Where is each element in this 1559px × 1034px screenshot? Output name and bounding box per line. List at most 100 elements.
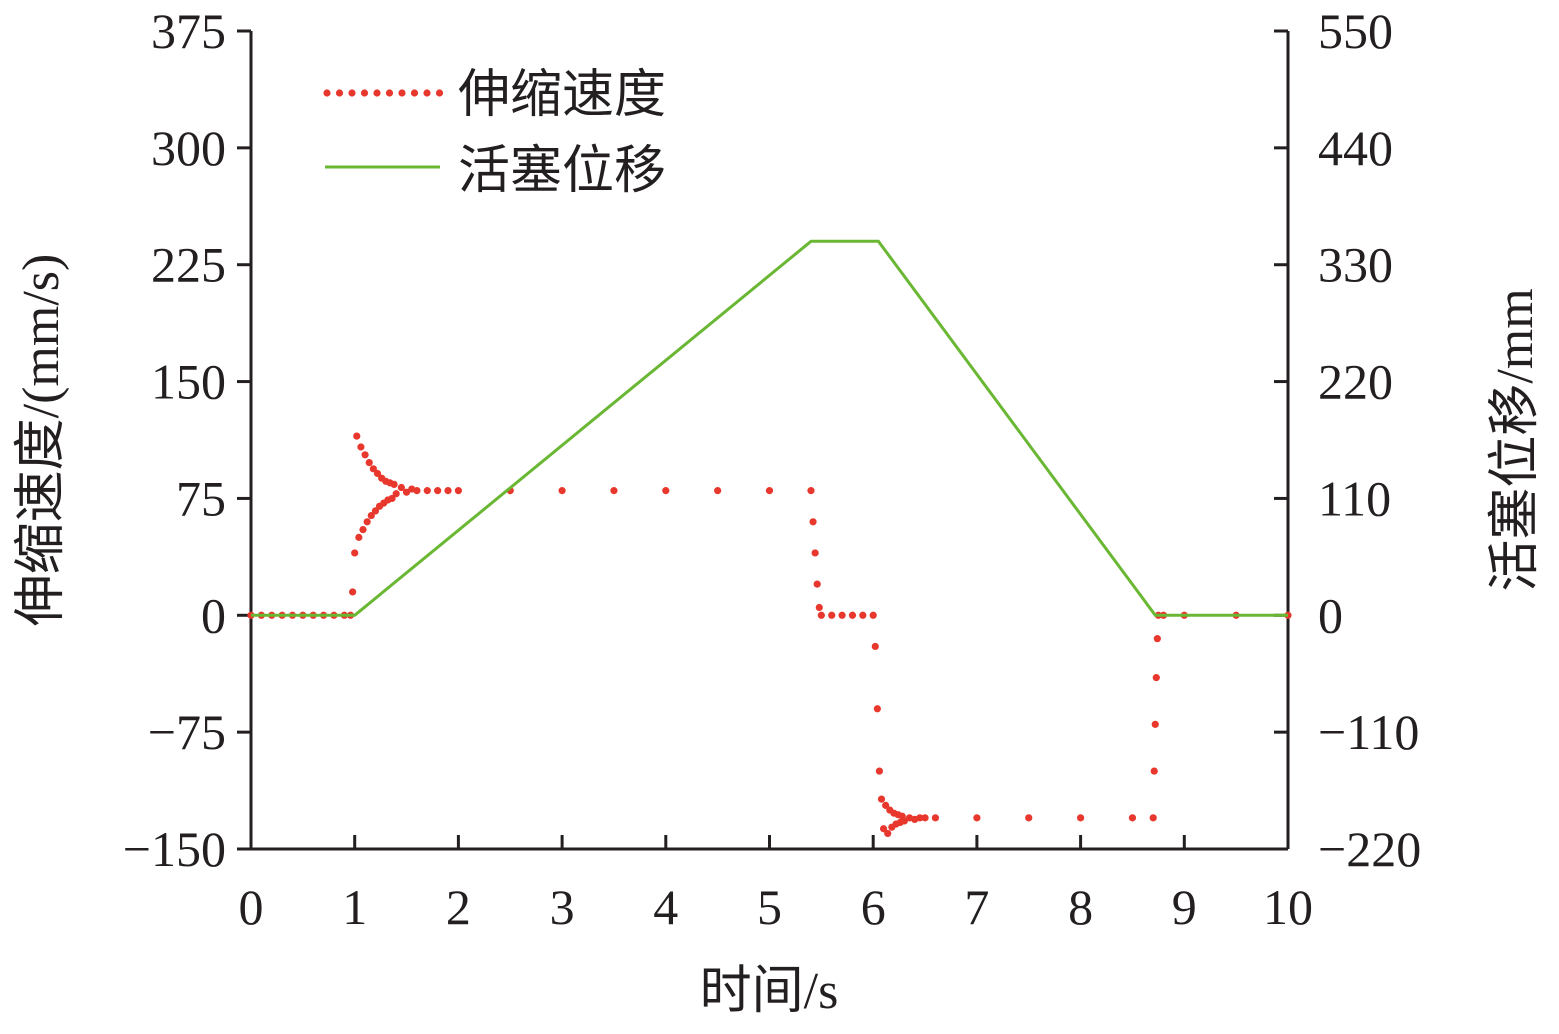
series-point-telescoping-speed — [357, 443, 365, 451]
legend-swatch-dot — [410, 89, 419, 97]
x-tick-label: 9 — [1172, 879, 1197, 935]
series-point-telescoping-speed — [1150, 767, 1158, 775]
series-point-telescoping-speed — [879, 825, 888, 833]
series-point-telescoping-speed — [838, 611, 846, 619]
y-right-tick-label: −220 — [1318, 821, 1421, 877]
series-point-telescoping-speed — [371, 507, 380, 515]
series-point-telescoping-speed — [361, 451, 369, 459]
series-point-telescoping-speed — [1128, 814, 1137, 822]
series-point-telescoping-speed — [367, 511, 375, 520]
series-point-telescoping-speed — [811, 549, 819, 557]
series-point-telescoping-speed — [848, 611, 857, 619]
series-point-telescoping-speed — [1149, 814, 1157, 822]
y-left-tick-label: 150 — [151, 354, 226, 410]
series-point-telescoping-speed — [388, 494, 396, 503]
series-line-piston-displacement — [251, 239, 1288, 617]
series-point-telescoping-speed — [884, 829, 892, 838]
y-right-tick-label: 0 — [1318, 587, 1343, 643]
y-right-tick-label: 330 — [1318, 237, 1393, 293]
series-point-telescoping-speed — [413, 487, 421, 495]
legend-label-telescoping-speed: 伸缩速度 — [458, 67, 666, 124]
series-point-telescoping-speed — [807, 487, 815, 495]
series-point-telescoping-speed — [390, 480, 398, 489]
series-point-telescoping-speed — [1151, 720, 1159, 728]
series-point-telescoping-speed — [1153, 635, 1161, 643]
series-point-telescoping-speed — [369, 465, 377, 473]
legend-swatch-dot — [435, 89, 444, 97]
series-point-telescoping-speed — [873, 705, 881, 713]
series-point-telescoping-speed — [859, 611, 867, 619]
series-point-telescoping-speed — [869, 611, 877, 619]
series-point-telescoping-speed — [1025, 814, 1033, 822]
series-point-telescoping-speed — [1152, 674, 1160, 682]
y-right-tick-label: 110 — [1318, 470, 1391, 526]
y-left-tick-label: −75 — [148, 704, 226, 760]
legend-swatch-dot — [385, 89, 394, 97]
series-point-telescoping-speed — [373, 469, 382, 478]
series-point-telescoping-speed — [714, 487, 722, 495]
x-tick-label: 0 — [239, 879, 264, 935]
series-point-telescoping-speed — [392, 490, 400, 498]
legend-swatch-dot — [323, 89, 331, 97]
series-point-telescoping-speed — [1077, 814, 1085, 822]
legend-swatch-dot — [423, 89, 431, 97]
series-point-telescoping-speed — [355, 533, 363, 541]
x-tick-label: 7 — [964, 879, 989, 935]
y-right-tick-label: −110 — [1318, 704, 1419, 760]
series-point-telescoping-speed — [351, 549, 359, 557]
left-y-axis-title: 伸缩速度/(mm/s) — [13, 254, 70, 627]
series-point-telescoping-speed — [365, 458, 373, 467]
series-point-telescoping-speed — [877, 795, 886, 803]
series-point-telescoping-speed — [765, 487, 774, 495]
y-left-tick-label: 225 — [151, 237, 226, 293]
ticks: 0 1 2 3 4 5 6 7 8 9 10 375 300 225 150 75 0 −75 −150 550 440… — [123, 3, 1421, 935]
series-point-telescoping-speed — [813, 580, 821, 588]
series-point-telescoping-speed — [900, 817, 908, 825]
legend-swatch-dot — [398, 89, 406, 97]
series-point-telescoping-speed — [397, 483, 405, 492]
series-point-telescoping-speed — [558, 487, 566, 495]
y-left-tick-label: 0 — [201, 587, 226, 643]
series-point-telescoping-speed — [921, 814, 929, 822]
series-point-telescoping-speed — [610, 487, 618, 495]
legend-swatch-dot — [373, 89, 381, 97]
legend-swatch-dot — [348, 89, 356, 97]
series-point-telescoping-speed — [359, 525, 367, 534]
series-point-telescoping-speed — [809, 518, 817, 526]
series-point-telescoping-speed — [363, 518, 371, 526]
right-y-axis-title: 活塞位移/mm — [1487, 288, 1544, 591]
series-point-telescoping-speed — [815, 603, 823, 612]
y-right-tick-label: 440 — [1318, 120, 1393, 176]
series-point-telescoping-speed — [828, 611, 836, 619]
x-axis-title: 时间/s — [700, 963, 839, 1020]
series-point-telescoping-speed — [973, 814, 981, 822]
x-tick-label: 2 — [446, 879, 471, 935]
series-point-telescoping-speed — [423, 487, 431, 495]
legend-swatch-dot — [335, 89, 344, 97]
series-point-telescoping-speed — [871, 642, 879, 651]
plot-frame — [249, 31, 1290, 851]
legend-swatch-telescoping-speed — [323, 89, 444, 97]
x-tick-label: 4 — [653, 879, 678, 935]
series-point-telescoping-speed — [444, 487, 452, 495]
x-tick-label: 1 — [342, 879, 367, 935]
series-point-telescoping-speed — [817, 611, 825, 619]
series-point-telescoping-speed — [454, 487, 462, 495]
legend-label-piston-displacement: 活塞位移 — [458, 143, 666, 200]
x-tick-label: 5 — [757, 879, 782, 935]
legend: 伸缩速度 活塞位移 — [323, 67, 666, 200]
series-layer — [247, 239, 1292, 838]
x-tick-label: 6 — [861, 879, 886, 935]
series-point-telescoping-speed — [434, 487, 442, 495]
y-right-tick-label: 220 — [1318, 354, 1393, 410]
series-point-telescoping-speed — [349, 588, 357, 596]
series-point-telescoping-speed — [916, 814, 924, 822]
y-left-tick-label: −150 — [123, 821, 226, 877]
series-point-telescoping-speed — [353, 432, 361, 440]
y-left-tick-label: 375 — [151, 3, 226, 59]
x-tick-label: 10 — [1263, 879, 1313, 935]
series-point-telescoping-speed — [875, 767, 884, 775]
series-point-telescoping-speed — [931, 814, 940, 822]
y-left-tick-label: 75 — [176, 470, 226, 526]
